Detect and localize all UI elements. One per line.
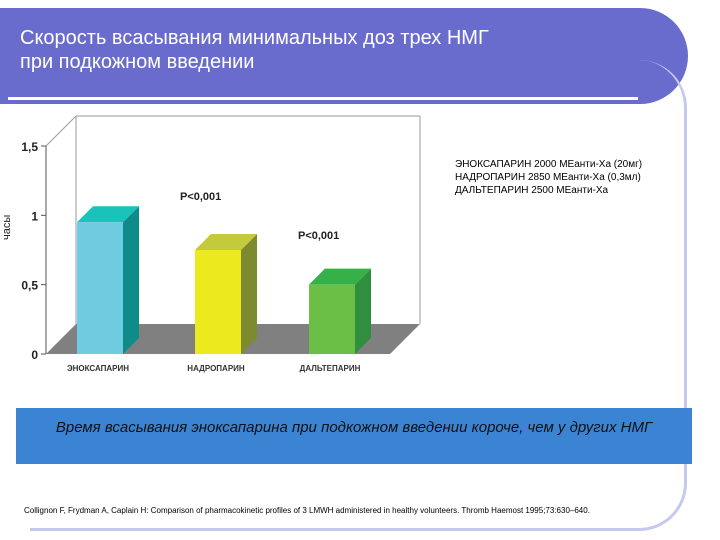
slide-title: Скорость всасывания минимальных доз трех…	[20, 26, 660, 74]
slide-frame	[30, 60, 687, 531]
bar-top-1	[195, 234, 257, 250]
conclusion-banner: Время всасывания эноксапарина при подкож…	[16, 408, 692, 464]
header-underline	[8, 97, 638, 100]
x-tick-label-2: ДАЛЬТЕПАРИН	[300, 364, 361, 373]
legend-item-2: НАДРОПАРИН 2850 МЕанти-Ха (0,3мл)	[455, 172, 641, 183]
bar-chart: 0 0,5 1 1,5 ЭНОКСАПАРИН НАДРОПАРИН ДАЛЬТЕПАРИ…	[0, 104, 440, 404]
y-tick-label-0: 0	[31, 348, 38, 362]
bar-top-0	[77, 206, 139, 223]
y-tick-label-2: 1	[31, 209, 38, 223]
bar-2	[309, 284, 355, 354]
bar-side-1	[241, 234, 257, 354]
bar-top-2	[309, 268, 371, 285]
bar-side-0	[123, 206, 139, 354]
x-tick-labels: ЭНОКСАПАРИН НАДРОПАРИН ДАЛЬТЕПАРИН	[67, 364, 361, 373]
bar-0	[77, 222, 123, 354]
annotation-2: P<0,001	[298, 230, 339, 242]
x-tick-label-1: НАДРОПАРИН	[187, 364, 245, 373]
legend: ЭНОКСАПАРИН 2000 МЕанти-Ха (20мг) НАДРОП…	[455, 158, 642, 197]
conclusion-text: Время всасывания эноксапарина при подкож…	[55, 419, 653, 436]
bar-1	[195, 250, 241, 354]
left-wall-top	[45, 115, 77, 147]
y-axis-label: часы	[1, 215, 13, 240]
x-tick-label-0: ЭНОКСАПАРИН	[67, 364, 129, 373]
title-line-1: Скорость всасывания минимальных доз трех…	[20, 27, 489, 49]
citation: Collignon F, Frydman A, Caplain H: Compa…	[24, 506, 590, 515]
y-tick-label-1: 0,5	[21, 279, 38, 293]
y-ticks: 0 0,5 1 1,5	[21, 140, 46, 362]
legend-item-3: ДАЛЬТЕПАРИН 2500 МЕанти-Ха	[455, 185, 609, 196]
title-line-2: при подкожном введении	[20, 51, 255, 73]
legend-item-1: ЭНОКСАПАРИН 2000 МЕанти-Ха (20мг)	[455, 159, 643, 170]
annotation-1: P<0,001	[180, 191, 221, 203]
y-tick-label-3: 1,5	[21, 140, 38, 154]
header-bar	[0, 8, 688, 104]
bar-side-2	[355, 268, 371, 354]
bars	[77, 206, 371, 354]
